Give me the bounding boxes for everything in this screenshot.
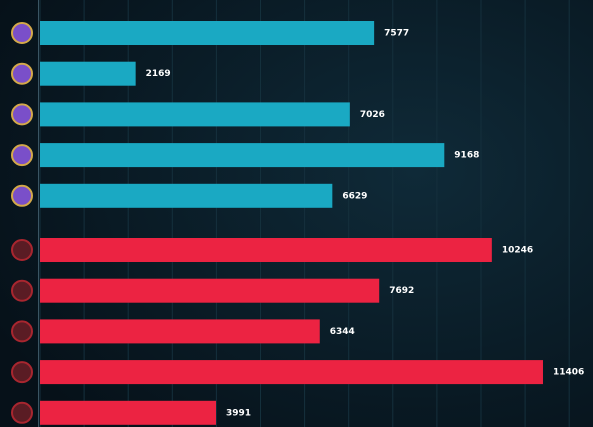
value-label: 11406 bbox=[553, 368, 584, 378]
champion-icon bbox=[11, 103, 33, 126]
bar bbox=[40, 61, 136, 86]
value-label: 7692 bbox=[389, 286, 414, 296]
bar bbox=[40, 102, 350, 127]
champion-icon bbox=[11, 239, 33, 261]
bar bbox=[40, 278, 380, 303]
champion-icon bbox=[11, 361, 33, 384]
value-label: 7026 bbox=[360, 110, 385, 120]
bar bbox=[40, 21, 375, 45]
champion-icon bbox=[11, 144, 33, 167]
value-label: 6344 bbox=[330, 327, 355, 337]
value-label: 7577 bbox=[384, 29, 409, 39]
value-label: 10246 bbox=[502, 246, 533, 256]
bar bbox=[40, 319, 320, 344]
champion-icon bbox=[11, 22, 33, 44]
champion-icon bbox=[11, 401, 33, 424]
bar bbox=[40, 143, 445, 168]
bar bbox=[40, 400, 216, 425]
value-label: 2169 bbox=[146, 69, 171, 79]
bar bbox=[40, 238, 492, 262]
bar bbox=[40, 183, 333, 208]
value-label: 3991 bbox=[226, 408, 251, 418]
champion-icon bbox=[11, 62, 33, 85]
champion-icon bbox=[11, 279, 33, 302]
bars: 7577 2169 7026 9168 6629 10246 7692 6344 11406 39… bbox=[11, 21, 584, 425]
bar bbox=[40, 360, 543, 385]
champion-icon bbox=[11, 184, 33, 207]
champion-icon bbox=[11, 320, 33, 343]
value-label: 9168 bbox=[454, 151, 479, 161]
value-label: 6629 bbox=[342, 191, 367, 201]
